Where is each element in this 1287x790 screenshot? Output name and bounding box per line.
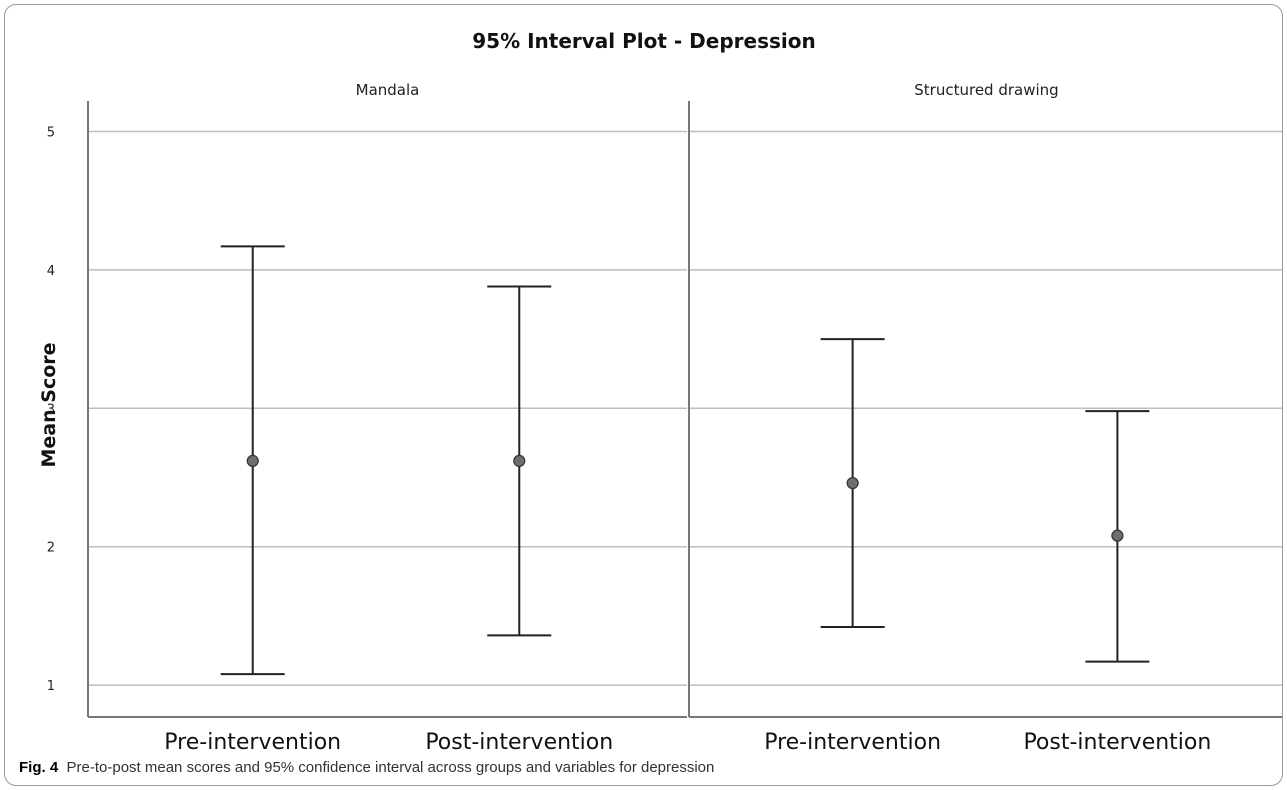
mean-point-2-2 <box>1111 529 1124 542</box>
mean-point-2-1 <box>846 476 859 490</box>
panel-title-2: Structured drawing <box>914 81 1058 99</box>
chart-title: 95% Interval Plot - Depression <box>472 29 815 53</box>
mean-point-1-1 <box>246 454 259 468</box>
figure-label: Fig. 4 <box>19 759 59 776</box>
y-tick-label-5: 5 <box>47 125 55 140</box>
y-tick-label-3: 3 <box>47 402 55 417</box>
panel-title-1: Mandala <box>356 81 420 99</box>
x-tick-label-1-2: Post-intervention <box>425 730 613 755</box>
mean-point-1-2 <box>513 454 526 468</box>
y-tick-label-1: 1 <box>47 679 55 694</box>
caption-text: Pre-to-post mean scores and 95% confiden… <box>66 759 715 776</box>
x-tick-label-1-1: Pre-intervention <box>164 730 341 755</box>
interval-plot: 95% Interval Plot - Depression Mean Scor… <box>38 29 1282 755</box>
x-tick-label-2-2: Post-intervention <box>1023 730 1211 755</box>
y-axis-label: Mean Score <box>38 342 60 467</box>
figure-caption: Fig. 4 Pre-to-post mean scores and 95% c… <box>19 759 1279 776</box>
y-tick-label-2: 2 <box>47 541 55 556</box>
plot-layer: 1 2 3 4 5 Mandala Pre-intervention Post-interve… <box>47 81 1282 755</box>
figure-frame: 95% Interval Plot - Depression Mean Scor… <box>4 4 1283 786</box>
x-tick-label-2-1: Pre-intervention <box>764 730 941 755</box>
y-tick-label-4: 4 <box>47 264 55 279</box>
